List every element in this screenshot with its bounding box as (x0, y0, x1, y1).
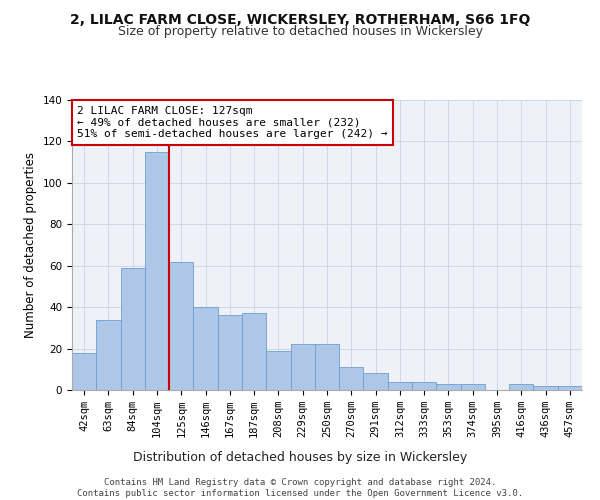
Bar (145, 152, 169, 390)
Text: 2, LILAC FARM CLOSE, WICKERSLEY, ROTHERHAM, S66 1FQ: 2, LILAC FARM CLOSE, WICKERSLEY, ROTHERH… (70, 12, 530, 26)
Text: Contains HM Land Registry data © Crown copyright and database right 2024.
Contai: Contains HM Land Registry data © Crown c… (77, 478, 523, 498)
Y-axis label: Number of detached properties: Number of detached properties (24, 152, 37, 338)
Text: Size of property relative to detached houses in Wickersley: Size of property relative to detached ho… (118, 25, 482, 38)
Bar (533, 386, 558, 390)
Bar (242, 314, 266, 390)
Bar (509, 384, 533, 390)
Bar (96, 320, 121, 390)
Bar (388, 382, 412, 390)
Bar (461, 384, 485, 390)
Bar (412, 382, 436, 390)
Bar (72, 352, 96, 390)
Bar (339, 367, 364, 390)
Bar (558, 386, 582, 390)
Bar (266, 350, 290, 390)
Bar (193, 307, 218, 390)
Bar (315, 344, 339, 390)
Bar (364, 374, 388, 390)
Text: 2 LILAC FARM CLOSE: 127sqm
← 49% of detached houses are smaller (232)
51% of sem: 2 LILAC FARM CLOSE: 127sqm ← 49% of deta… (77, 106, 388, 139)
Bar (290, 344, 315, 390)
Bar (121, 268, 145, 390)
Text: Distribution of detached houses by size in Wickersley: Distribution of detached houses by size … (133, 451, 467, 464)
Bar (436, 384, 461, 390)
Bar (169, 262, 193, 390)
Bar (218, 316, 242, 390)
